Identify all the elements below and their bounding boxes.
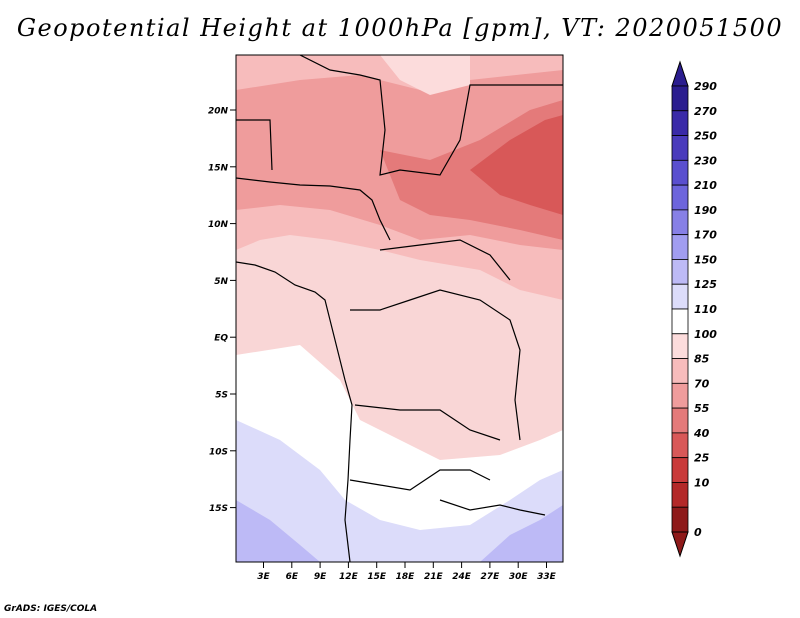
lat-label: 5S: [215, 391, 228, 401]
colorbar-segment: [671, 283, 689, 310]
low-values-blue-zone: [236, 420, 563, 562]
colorbar-label: 40: [693, 427, 710, 440]
colorbar-label: 85: [694, 353, 710, 366]
border-central: [379, 239, 511, 281]
latitude-axis: 20N 15N 10N 5N EQ 5S 10S 15S: [208, 107, 236, 514]
colorbar-segment: [671, 482, 689, 508]
map-frame: [235, 54, 564, 563]
lat-label: 15S: [209, 504, 228, 514]
colorbar-label: 55: [694, 402, 710, 415]
height-field: [236, 55, 563, 562]
west-coastline: [236, 261, 353, 562]
boundaries: [236, 55, 563, 562]
lon-label: 9E: [314, 572, 327, 582]
lon-label: 12E: [339, 572, 359, 582]
lat-label: 15N: [208, 163, 229, 173]
colorbar-segment: [671, 432, 689, 459]
lon-label: 6E: [286, 572, 299, 582]
lon-label: 15E: [367, 572, 387, 582]
colorbar: 2902702502302101901701501251101008570554…: [671, 60, 717, 558]
chart-title: Geopotential Height at 1000hPa [gpm], VT…: [16, 14, 784, 42]
border-west-sahara: [236, 119, 273, 171]
lon-label: 33E: [537, 572, 557, 582]
colorbar-segment: [671, 457, 689, 483]
colorbar-label: 10: [694, 476, 710, 489]
border-south: [354, 404, 501, 441]
colorbar-segment: [671, 382, 689, 409]
lon-label: 27E: [481, 572, 501, 582]
lat-label: 10S: [209, 447, 228, 457]
colorbar-segment: [671, 234, 689, 260]
colorbar-label: 25: [694, 452, 710, 465]
colorbar-label: 110: [694, 303, 717, 316]
border-angola: [349, 469, 491, 491]
colorbar-segment: [671, 184, 689, 211]
colorbar-segment: [671, 358, 689, 384]
border-sahel: [236, 177, 391, 241]
lon-label: 21E: [424, 572, 444, 582]
lat-label: 10N: [208, 220, 229, 230]
border-congo: [350, 289, 521, 441]
colorbar-segment: [671, 259, 689, 285]
colorbar-segment: [671, 506, 689, 533]
lowest-values-zone: [236, 500, 320, 562]
northeast-deep-red-zone: [470, 115, 563, 215]
colorbar-segment: [671, 333, 689, 359]
colorbar-label: 290: [694, 80, 717, 93]
colorbar-segment: [671, 407, 689, 434]
lon-label: 3E: [257, 572, 270, 582]
colorbar-label: 100: [694, 328, 717, 341]
colorbar-label: 190: [694, 204, 717, 217]
colorbar-label: 170: [694, 229, 717, 242]
colorbar-bottom-arrow: [671, 531, 689, 558]
colorbar-label: 230: [694, 154, 717, 167]
colorbar-label: 250: [694, 130, 717, 143]
colorbar-label: 270: [694, 105, 717, 118]
colorbar-label: 0: [694, 526, 702, 539]
colorbar-segment: [671, 135, 689, 161]
longitude-axis: 3E 6E 9E 12E 15E 18E 21E 24E 27E 30E 33E: [257, 562, 557, 582]
southeast-blue-zone: [480, 505, 563, 562]
lat-label: EQ: [214, 334, 228, 344]
colorbar-label: 70: [694, 377, 710, 390]
colorbar-label: 210: [694, 179, 717, 192]
colorbar-label: 150: [694, 253, 717, 266]
colorbar-segment: [671, 209, 689, 236]
footer-credit: GrADS: IGES/COLA: [4, 604, 98, 614]
lat-label: 20N: [208, 107, 229, 117]
lon-label: 24E: [452, 572, 472, 582]
lat-label: 5N: [214, 277, 228, 287]
colorbar-segment: [671, 159, 689, 186]
border-north: [299, 55, 563, 176]
colorbar-segment: [671, 85, 689, 112]
border-zambia: [439, 499, 546, 516]
colorbar-segment: [671, 308, 689, 335]
colorbar-segment: [671, 110, 689, 136]
colorbar-top-arrow: [671, 60, 689, 87]
lon-label: 30E: [509, 572, 529, 582]
colorbar-label: 125: [694, 278, 717, 291]
lon-label: 18E: [396, 572, 416, 582]
north-light-zone: [380, 55, 470, 95]
